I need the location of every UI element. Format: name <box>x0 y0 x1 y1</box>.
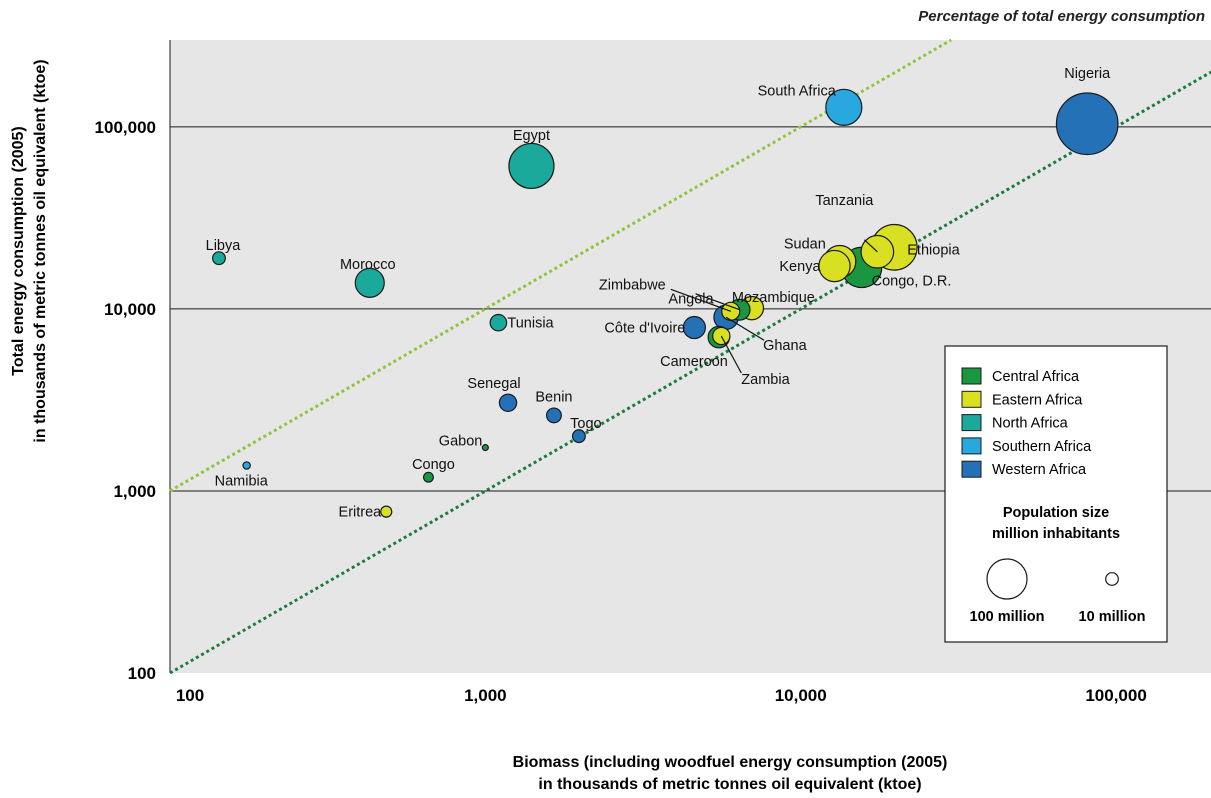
bubble-libya <box>212 251 226 266</box>
legend-label: Eastern Africa <box>992 392 1083 408</box>
bubble-morocco <box>354 267 385 298</box>
x-tick-label: 10,000 <box>775 686 827 705</box>
x-tick-label: 100 <box>176 686 204 705</box>
x-axis-title-line1: Biomass (including woodfuel energy consu… <box>512 754 948 771</box>
y-axis-title-line1: Total energy consumption (2005) <box>10 126 27 376</box>
x-tick-label: 1,000 <box>464 686 507 705</box>
point-label: Kenya <box>779 259 821 275</box>
point-label: Gabon <box>439 434 483 450</box>
point-label: Congo, D.R. <box>872 273 952 289</box>
leader-line <box>695 293 740 311</box>
legend-label: Southern Africa <box>992 439 1092 455</box>
y-tick-label: 100,000 <box>95 118 156 137</box>
legend-swatch <box>961 414 982 432</box>
leader-lines <box>670 239 878 374</box>
point-label: Togo <box>570 416 601 432</box>
point-label: South Africa <box>758 83 837 99</box>
leader-line <box>670 288 731 312</box>
y-axis-title-line2: in thousands of metric tonnes oil equiva… <box>32 59 49 443</box>
bubble-nigeria <box>1055 92 1119 156</box>
size-key-label: 10 million <box>1079 609 1146 625</box>
point-label: Congo <box>412 457 455 473</box>
bubble-tunisia <box>489 313 508 332</box>
legend-box <box>944 345 1168 643</box>
point-label: Mozambique <box>732 290 815 306</box>
x-axis-title-line2: in thousands of metric tonnes oil equiva… <box>538 776 922 793</box>
bubble-gabon <box>481 444 489 452</box>
leader-line <box>720 335 742 374</box>
point-label: Zimbabwe <box>599 277 666 293</box>
point-label: Morocco <box>340 257 396 273</box>
y-tick-label: 1,000 <box>113 482 156 501</box>
bubble-congo <box>422 471 434 483</box>
point-label: Zambia <box>741 372 790 388</box>
corner-note: Percentage of total energy consumption <box>918 8 1205 25</box>
bubble-egypt <box>508 142 555 190</box>
point-label: Sudan <box>784 237 826 253</box>
size-key-circle <box>1105 572 1119 586</box>
reference-line <box>169 38 952 493</box>
bubble-eritrea <box>380 505 393 518</box>
point-label: Benin <box>535 389 572 405</box>
point-label: Nigeria <box>1064 66 1111 82</box>
y-tick-label: 100 <box>128 664 156 683</box>
legend-swatch <box>961 437 982 455</box>
point-label: Egypt <box>513 128 550 144</box>
point-label: Eritrea <box>339 505 383 521</box>
size-legend-title: Population size <box>1003 505 1109 521</box>
point-label: Tanzania <box>815 193 874 209</box>
reference-line <box>169 70 1211 675</box>
x-tick-label: 100,000 <box>1085 686 1146 705</box>
legend-label: Western Africa <box>992 462 1087 478</box>
point-label: Ethiopia <box>907 242 960 258</box>
bubble-togo <box>571 429 586 444</box>
legend-swatch <box>961 460 982 478</box>
reference-lines <box>169 38 1211 675</box>
point-label: Côte d'Ivoire <box>604 321 685 337</box>
legend-label: Central Africa <box>992 369 1080 385</box>
bubble-senegal <box>498 393 518 413</box>
bubble-c-te-d-ivoire <box>682 315 706 340</box>
y-axis-title: Total energy consumption (2005) in thous… <box>8 0 88 650</box>
point-label: Cameroon <box>660 354 728 370</box>
point-label: Ghana <box>763 338 807 354</box>
point-labels: Nigeria South Africa Egypt Libya Morocco Tuni… <box>206 66 1111 521</box>
x-axis-title: Biomass (including woodfuel energy consu… <box>320 752 1140 796</box>
leader-line <box>863 239 878 253</box>
size-key-circle <box>986 558 1028 600</box>
legend-swatch <box>961 390 982 408</box>
point-label: Angola <box>668 292 714 308</box>
size-key-label: 100 million <box>970 609 1045 625</box>
legend-swatch <box>961 367 982 385</box>
bubble-benin <box>545 407 562 424</box>
point-label: Libya <box>206 238 242 254</box>
point-label: Tunisia <box>507 316 554 332</box>
bubble-namibia <box>242 461 251 470</box>
axis-ticks: 100 1,000 10,000 100,000 100 1,000 10,000 100,0… <box>95 118 1147 705</box>
point-label: Namibia <box>215 473 269 489</box>
bubble-kenya <box>818 249 851 283</box>
legend: Central Africa Eastern Africa North Africa… <box>944 345 1168 643</box>
bubble-south-africa <box>825 88 863 126</box>
size-legend-subtitle: million inhabitants <box>992 526 1120 542</box>
point-label: Senegal <box>467 376 520 392</box>
y-tick-label: 10,000 <box>104 300 156 319</box>
legend-label: North Africa <box>992 416 1069 432</box>
leader-line <box>725 316 765 341</box>
